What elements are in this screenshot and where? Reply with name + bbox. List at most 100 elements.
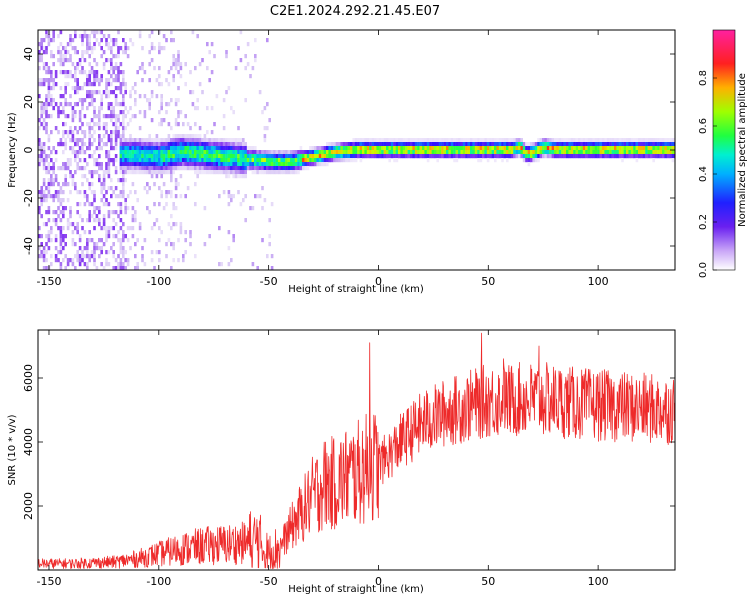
heatmap-cell <box>453 158 456 163</box>
heatmap-cell <box>362 142 365 147</box>
heatmap-cell <box>179 166 183 171</box>
heatmap-cell <box>167 166 171 171</box>
heatmap-cell <box>40 114 43 119</box>
heatmap-cell <box>88 38 91 43</box>
heatmap-cell <box>460 146 463 151</box>
heatmap-cell <box>491 154 495 159</box>
heatmap-cell <box>42 198 46 203</box>
heatmap-cell <box>64 74 67 79</box>
heatmap-cell <box>112 162 115 167</box>
heatmap-cell <box>42 154 46 159</box>
heatmap-cell <box>249 162 252 167</box>
heatmap-cell <box>69 222 72 227</box>
heatmap-cell <box>659 150 663 155</box>
heatmap-cell <box>153 166 156 171</box>
heatmap-cell <box>623 154 627 159</box>
heatmap-cell <box>57 114 60 119</box>
heatmap-cell <box>479 146 483 151</box>
heatmap-cell <box>93 198 96 203</box>
heatmap-cell <box>230 142 233 147</box>
heatmap-cell <box>376 150 379 155</box>
heatmap-cell <box>81 150 84 155</box>
heatmap-cell <box>107 154 111 159</box>
heatmap-cell <box>100 146 103 151</box>
heatmap-cell <box>198 146 202 151</box>
heatmap-cell <box>256 194 259 199</box>
heatmap-cell <box>146 158 149 163</box>
heatmap-cell <box>618 142 622 147</box>
heatmap-cell <box>95 30 99 35</box>
heatmap-cell <box>160 154 163 159</box>
heatmap-cell <box>52 178 55 183</box>
heatmap-cell <box>242 142 245 147</box>
heatmap-cell <box>83 50 87 55</box>
heatmap-cell <box>251 206 255 211</box>
heatmap-cell <box>189 158 192 163</box>
heatmap-cell <box>86 106 89 111</box>
heatmap-cell <box>105 162 108 167</box>
heatmap-cell <box>110 186 113 191</box>
heatmap-cell <box>261 170 264 175</box>
heatmap-cell <box>124 234 127 239</box>
heatmap-cell <box>431 150 435 155</box>
heatmap-cell <box>450 138 454 143</box>
heatmap-cell <box>218 142 221 147</box>
heatmap-cell <box>93 254 96 259</box>
heatmap-cell <box>647 138 651 143</box>
heatmap-cell <box>78 98 82 103</box>
heatmap-cell <box>143 170 147 175</box>
heatmap-cell <box>160 118 163 123</box>
heatmap-cell <box>354 150 358 155</box>
heatmap-cell <box>635 138 639 143</box>
x-tick-label: 0 <box>375 275 382 288</box>
heatmap-cell <box>189 242 192 247</box>
heatmap-cell <box>47 246 51 251</box>
heatmap-cell <box>122 246 125 251</box>
heatmap-cell <box>143 94 147 99</box>
heatmap-cell <box>186 122 190 127</box>
heatmap-cell <box>263 106 267 111</box>
heatmap-cell <box>671 150 675 155</box>
heatmap-cell <box>633 150 636 155</box>
heatmap-cell <box>153 154 156 159</box>
heatmap-cell <box>124 158 127 163</box>
heatmap-cell <box>155 166 159 171</box>
heatmap-cell <box>462 150 466 155</box>
heatmap-cell <box>297 166 300 171</box>
heatmap-cell <box>83 82 87 87</box>
heatmap-cell <box>126 138 130 143</box>
heatmap-cell <box>196 158 199 163</box>
heatmap-cell <box>246 150 250 155</box>
heatmap-cell <box>650 142 653 147</box>
heatmap-cell <box>194 122 197 127</box>
heatmap-cell <box>110 118 113 123</box>
heatmap-cell <box>112 54 115 59</box>
heatmap-cell <box>225 158 228 163</box>
heatmap-cell <box>527 150 531 155</box>
colorbar: 0.00.20.40.60.8 Normalized spectral ampl… <box>698 29 748 278</box>
heatmap-cell <box>124 106 127 111</box>
heatmap-cell <box>657 138 660 143</box>
heatmap-cell <box>378 154 382 159</box>
heatmap-cell <box>76 142 79 147</box>
heatmap-cell <box>340 150 343 155</box>
heatmap-cell <box>71 174 75 179</box>
heatmap-cell <box>542 154 545 159</box>
heatmap-cell <box>42 102 46 107</box>
heatmap-cell <box>369 138 372 143</box>
heatmap-cell <box>50 158 53 163</box>
heatmap-cell <box>592 150 595 155</box>
heatmap-cell <box>201 142 204 147</box>
heatmap-cell <box>410 150 413 155</box>
heatmap-cell <box>167 142 171 147</box>
heatmap-cell <box>59 42 63 47</box>
heatmap-cell <box>218 262 221 267</box>
heatmap-cell <box>194 158 197 163</box>
heatmap-cell <box>47 182 51 187</box>
heatmap-cell <box>88 46 91 51</box>
heatmap-cell <box>155 150 159 155</box>
heatmap-cell <box>326 146 329 151</box>
heatmap-cell <box>141 146 144 151</box>
heatmap-cell <box>455 142 459 147</box>
heatmap-cell <box>52 218 55 223</box>
